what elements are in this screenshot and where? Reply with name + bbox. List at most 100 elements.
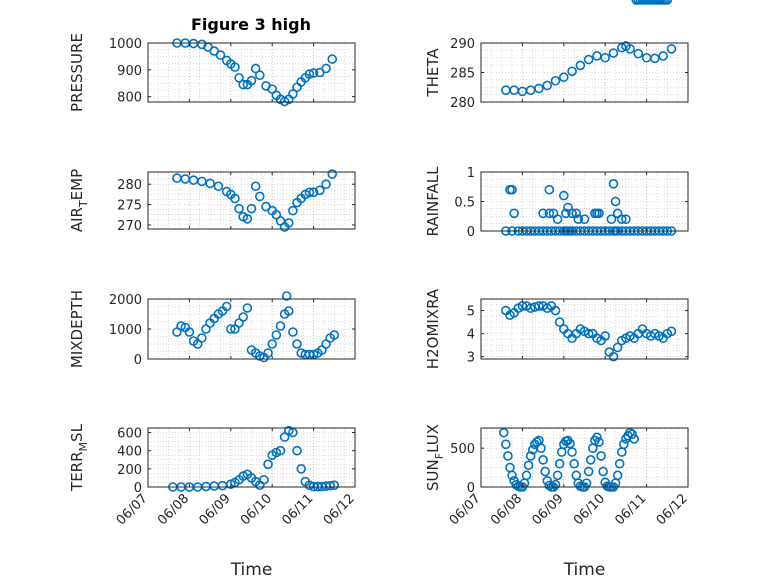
y-axis-label-main: TERR <box>68 451 86 492</box>
data-point <box>275 445 286 456</box>
data-point <box>579 214 590 224</box>
y-tick-label: 2000 <box>109 293 142 308</box>
data-point <box>600 331 611 341</box>
data-point <box>625 44 635 54</box>
y-axis-label: RAINFALL <box>424 166 442 237</box>
data-point <box>327 169 338 179</box>
panel-mixdepth: 0 1000 2000 MIXDEPTH <box>68 290 356 368</box>
data-point <box>267 339 278 349</box>
y-tick-label: 290 <box>450 37 475 52</box>
data-point <box>234 73 244 83</box>
data-point <box>538 208 548 219</box>
data-point <box>283 218 294 228</box>
data-point <box>552 214 563 224</box>
data-point <box>606 214 617 224</box>
y-axis-label: H2OMIXRA <box>424 288 442 369</box>
x-tick-label: 06/11 <box>279 491 316 528</box>
y-axis-label: TERRMSL <box>68 423 90 492</box>
y-tick-label: 1 <box>467 166 475 181</box>
data-point <box>329 330 340 340</box>
data-point <box>263 348 273 358</box>
data-point <box>509 208 519 219</box>
data-point <box>254 351 265 361</box>
data-point <box>658 51 668 61</box>
y-tick-label: 4 <box>467 328 475 343</box>
data-point <box>567 66 577 77</box>
y-tick-label: 0 <box>134 481 142 496</box>
data-point <box>542 80 553 91</box>
data-point <box>600 52 611 63</box>
data-point <box>558 190 569 201</box>
y-tick-label: 1000 <box>109 323 142 338</box>
y-axis-label-main: THETA <box>424 48 442 98</box>
data-point <box>594 208 604 219</box>
data-point <box>550 305 561 316</box>
data-point <box>288 205 298 216</box>
data-point <box>321 63 331 74</box>
data-point <box>507 470 517 481</box>
y-axis-label-tail: EMP <box>68 169 86 200</box>
data-point <box>275 321 286 331</box>
y-tick-label: 400 <box>117 445 142 460</box>
data-point <box>666 44 677 54</box>
data-point <box>573 214 584 224</box>
x-tick-label: 06/12 <box>654 491 691 528</box>
data-point <box>575 60 586 71</box>
data-point <box>608 179 619 189</box>
data-point <box>536 443 546 453</box>
axes-box <box>147 171 356 230</box>
data-point <box>619 439 629 450</box>
panel-air_temp: 270 275 280 AIRTEMP <box>68 169 356 234</box>
data-point <box>521 470 532 481</box>
data-point <box>583 54 594 65</box>
y-tick-label: 900 <box>117 64 142 79</box>
data-point <box>184 327 195 337</box>
data-point <box>554 317 565 327</box>
x-tick-label: 06/12 <box>321 491 358 528</box>
data-point <box>540 466 550 477</box>
x-tick-label: 06/07 <box>114 491 151 528</box>
data-point <box>629 434 639 444</box>
data-point <box>583 466 594 477</box>
data-point <box>288 89 298 99</box>
y-axis-label: PRESSURE <box>68 33 86 112</box>
data-point <box>544 208 555 219</box>
data-point <box>230 62 240 72</box>
data-point <box>250 63 261 74</box>
data-point <box>544 480 555 491</box>
x-tick-label: 06/09 <box>197 491 234 528</box>
data-point <box>215 50 226 60</box>
y-axis-label: MIXDEPTH <box>68 290 86 368</box>
panel-h2omixra: 3 4 5 H2OMIXRA <box>424 288 689 369</box>
y-tick-label: 275 <box>117 199 142 214</box>
data-point <box>550 75 561 86</box>
x-tick-label: 06/10 <box>571 491 608 528</box>
data-point <box>308 68 319 78</box>
y-axis-label-subscript: M <box>77 442 90 452</box>
data-point <box>616 214 627 224</box>
data-point <box>230 193 240 204</box>
data-point <box>205 178 215 189</box>
y-tick-label: 270 <box>117 219 142 234</box>
data-point <box>329 480 340 490</box>
plot-area <box>481 172 688 231</box>
data-point <box>292 445 302 456</box>
data-point <box>498 427 509 438</box>
data-point <box>327 54 338 64</box>
data-point <box>525 451 536 461</box>
data-point <box>304 69 315 79</box>
y-tick-label: 5 <box>467 305 475 320</box>
data-point <box>598 466 608 477</box>
y-axis-label-subscript: T <box>77 200 90 208</box>
data-point <box>534 83 544 94</box>
data-point <box>197 333 207 343</box>
data-point <box>507 184 517 195</box>
y-axis-label-main: SUN <box>424 459 442 491</box>
data-point <box>308 187 319 198</box>
x-tick-label: 06/07 <box>447 491 484 528</box>
data-point <box>633 48 644 59</box>
x-axis-label: Time <box>563 560 606 580</box>
y-tick-label: 280 <box>117 178 142 193</box>
data-point <box>315 185 325 196</box>
y-axis-label-main: RAINFALL <box>424 166 442 237</box>
